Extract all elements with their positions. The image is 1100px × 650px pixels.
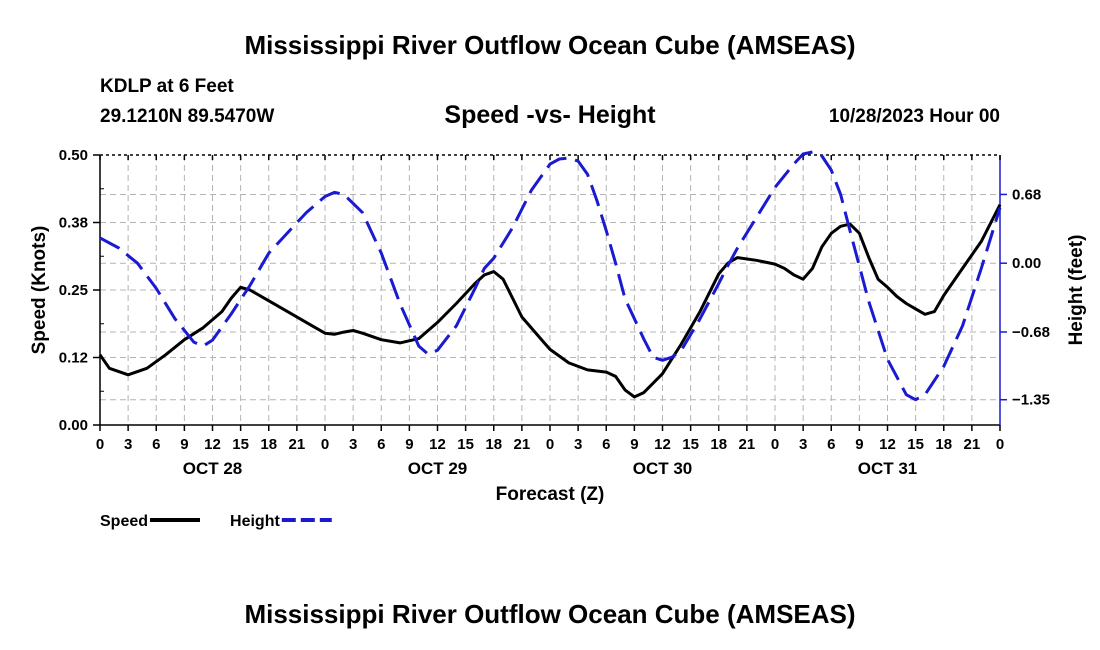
x-tick-label: 9 [405, 436, 413, 453]
x-tick-label: 12 [429, 436, 446, 453]
x-tick-label: 0 [996, 436, 1004, 453]
x-tick-label: 18 [485, 436, 502, 453]
x-tick-label: 3 [124, 436, 132, 453]
day-label: OCT 28 [183, 459, 243, 478]
station-coordinates: 29.1210N 89.5470W [100, 106, 275, 127]
x-tick-label: 0 [321, 436, 329, 453]
day-label: OCT 29 [408, 459, 468, 478]
y-tick-label: 0.25 [59, 282, 88, 299]
speed-series-line [98, 204, 1002, 399]
x-tick-label: 6 [827, 436, 835, 453]
x-tick-label: 18 [935, 436, 952, 453]
chart-subtitle: Speed -vs- Height [444, 101, 656, 129]
x-tick-label: 0 [546, 436, 554, 453]
height-series-line [99, 150, 1002, 402]
x-tick-label: 12 [204, 436, 221, 453]
y2-tick-label: 0.00 [1012, 255, 1041, 272]
chart-main-title: Mississippi River Outflow Ocean Cube (AM… [244, 30, 856, 60]
station-label: KDLP at 6 Feet [100, 76, 234, 97]
x-tick-label: 3 [349, 436, 357, 453]
y2-tick-label: −1.35 [1012, 392, 1050, 409]
x-tick-label: 21 [964, 436, 981, 453]
day-label: OCT 31 [858, 459, 918, 478]
x-tick-label: 18 [260, 436, 277, 453]
x-tick-label: 6 [377, 436, 385, 453]
x-tick-label: 15 [682, 436, 699, 453]
x-tick-label: 6 [602, 436, 610, 453]
y-tick-label: 0.12 [59, 350, 88, 367]
x-tick-label: 6 [152, 436, 160, 453]
x-tick-label: 12 [879, 436, 896, 453]
x-tick-label: 15 [232, 436, 249, 453]
y-axis-title: Speed (Knots) [29, 226, 50, 355]
x-tick-label: 15 [457, 436, 474, 453]
x-tick-label: 3 [574, 436, 582, 453]
x-tick-label: 9 [630, 436, 638, 453]
legend-label: Height [230, 513, 280, 530]
x-tick-label: 21 [514, 436, 531, 453]
x-tick-label: 21 [739, 436, 756, 453]
x-tick-label: 15 [907, 436, 924, 453]
x-tick-label: 3 [799, 436, 807, 453]
x-tick-label: 0 [771, 436, 779, 453]
x-tick-label: 12 [654, 436, 671, 453]
x-tick-label: 18 [710, 436, 727, 453]
y-tick-label: 0.38 [59, 215, 88, 232]
legend-label: Speed [100, 513, 148, 530]
y2-tick-label: 0.68 [1012, 186, 1041, 203]
y2-axis-title: Height (feet) [1066, 235, 1087, 346]
x-tick-label: 9 [180, 436, 188, 453]
x-tick-label: 0 [96, 436, 104, 453]
y2-tick-label: −0.68 [1012, 324, 1050, 341]
second-chart-title: Mississippi River Outflow Ocean Cube (AM… [244, 599, 856, 629]
day-label: OCT 30 [633, 459, 693, 478]
x-tick-label: 21 [289, 436, 306, 453]
forecast-datetime: 10/28/2023 Hour 00 [828, 106, 1000, 127]
y-tick-label: 0.00 [59, 417, 88, 434]
y-tick-label: 0.50 [59, 147, 88, 164]
x-axis-title: Forecast (Z) [496, 484, 605, 505]
x-tick-label: 9 [855, 436, 863, 453]
